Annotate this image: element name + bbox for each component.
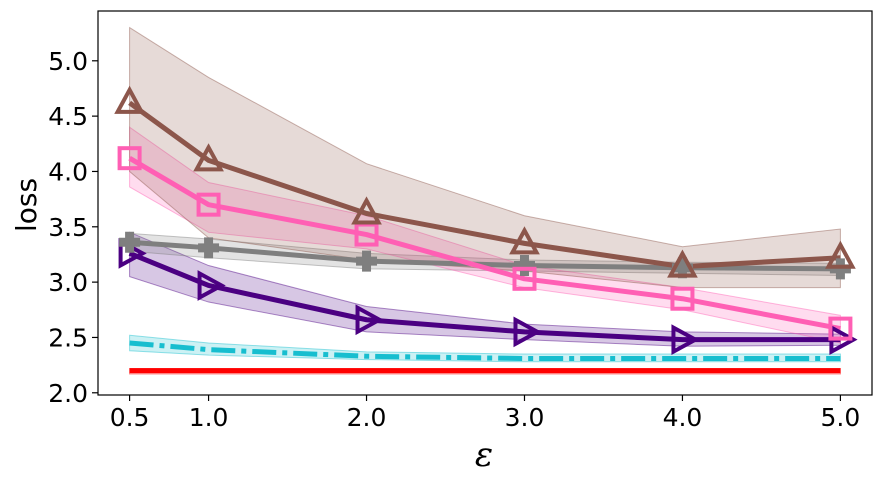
marker-square — [354, 222, 379, 247]
x-tick-label: 3.0 — [505, 403, 545, 432]
marker-square — [512, 266, 537, 291]
x-tick-label: 5.0 — [821, 403, 861, 432]
marker-triangle-right — [197, 270, 226, 301]
marker-plus — [198, 237, 220, 259]
line-dash-dot — [129, 340, 841, 361]
y-axis-ticks: 2.0 2.5 3.0 3.5 4.0 4.5 5.0 — [48, 47, 98, 408]
line-triangle-up — [128, 100, 841, 270]
marker-triangle-right — [671, 324, 700, 356]
x-axis-ticks: 0.5 1.0 2.0 3.0 4.0 5.0 — [110, 395, 861, 432]
x-tick-label: 2.0 — [347, 403, 387, 432]
y-tick-label: 3.5 — [48, 213, 88, 242]
x-tick-label: 1.0 — [189, 403, 229, 432]
marker-plus — [829, 258, 851, 280]
series-lines — [128, 100, 841, 374]
y-tick-label: 5.0 — [48, 47, 88, 76]
x-axis-label: ε — [475, 435, 493, 475]
marker-triangle-up — [825, 240, 856, 269]
marker-plus — [119, 231, 141, 253]
y-axis-label: loss — [10, 178, 43, 232]
line-square — [128, 156, 841, 332]
y-tick-label: 2.5 — [48, 323, 88, 352]
plot-frame — [97, 10, 873, 396]
marker-square — [117, 146, 142, 171]
marker-triangle-up — [509, 226, 540, 255]
confidence-bands — [129, 26, 841, 375]
marker-triangle-right — [355, 304, 384, 336]
marker-square — [828, 316, 853, 341]
y-tick-label: 4.0 — [48, 157, 88, 186]
line-plus — [129, 239, 841, 272]
marker-plus — [356, 250, 378, 272]
line-triangle-right — [128, 251, 841, 343]
y-tick-label: 3.0 — [48, 268, 88, 297]
marker-square — [196, 192, 221, 217]
series-markers — [114, 85, 858, 356]
marker-square — [670, 286, 695, 311]
marker-triangle-right — [513, 316, 542, 348]
y-tick-label: 2.0 — [48, 379, 88, 408]
marker-triangle-up — [193, 143, 224, 172]
x-tick-label: 0.5 — [110, 403, 150, 432]
marker-triangle-up — [667, 249, 698, 278]
x-tick-label: 4.0 — [663, 403, 703, 432]
marker-triangle-up — [351, 196, 382, 225]
marker-triangle-up — [114, 85, 145, 114]
y-tick-label: 4.5 — [48, 102, 88, 131]
